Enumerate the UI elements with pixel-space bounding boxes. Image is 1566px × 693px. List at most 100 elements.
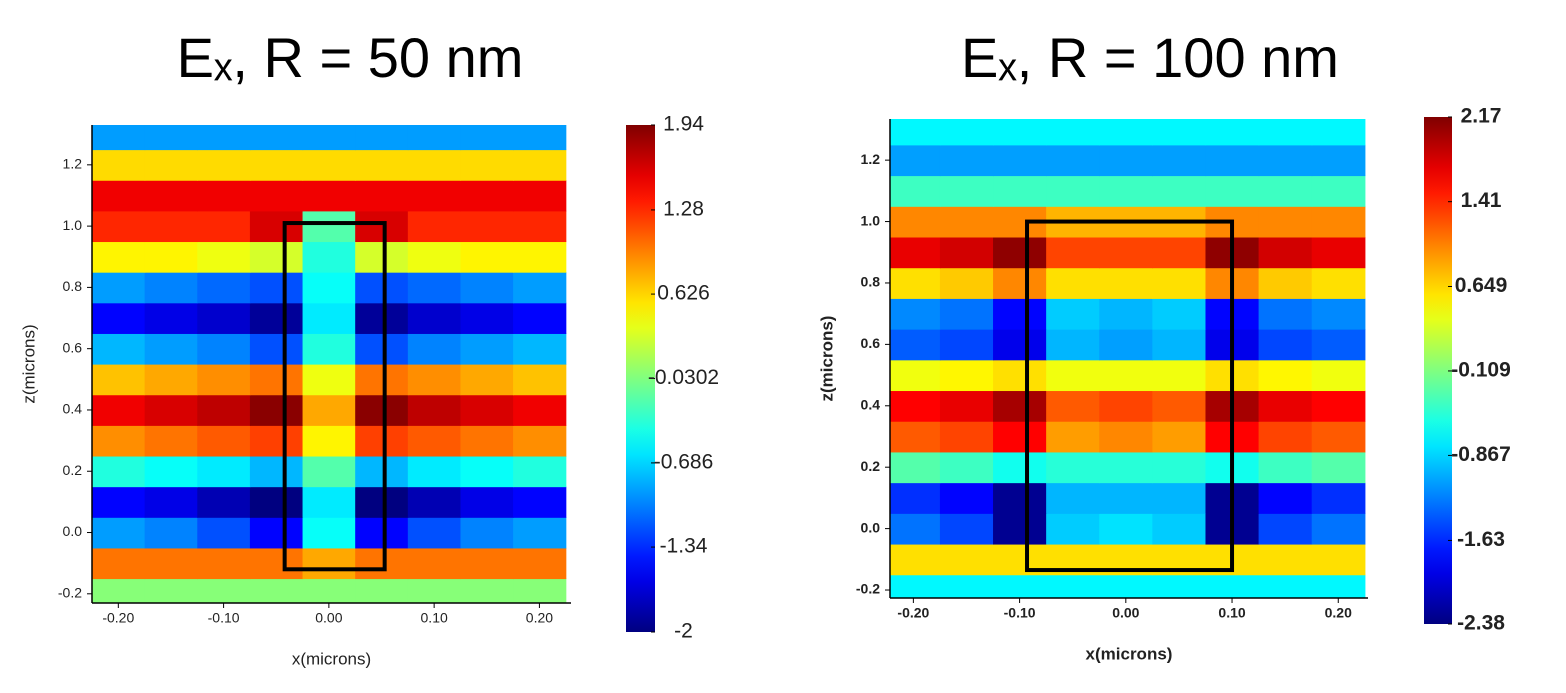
heatmap-cell <box>1205 175 1260 207</box>
heatmap-cell <box>355 578 409 603</box>
heatmap-cell <box>355 425 409 457</box>
heatmap-cell <box>890 543 941 576</box>
heatmap-cell <box>144 455 198 488</box>
heatmap-cell <box>513 210 567 243</box>
heatmap-cell <box>92 180 146 212</box>
heatmap-cell <box>1046 329 1100 361</box>
colorbar <box>1424 117 1452 624</box>
heatmap-cell <box>993 574 1047 598</box>
heatmap-cell <box>302 302 356 334</box>
heatmap-cell <box>1152 513 1207 545</box>
colorbar-tick-label: -2 <box>674 620 693 643</box>
heatmap-cell <box>249 394 304 426</box>
heatmap-cell <box>407 455 462 488</box>
heatmap-cell <box>890 267 941 299</box>
heatmap-cell <box>407 210 462 243</box>
y-tick-label: 0.4 <box>63 401 83 417</box>
heatmap-cell <box>993 236 1047 269</box>
heatmap-cell <box>249 547 304 580</box>
heatmap-cell <box>460 547 514 580</box>
heatmap-cell <box>144 578 198 603</box>
heatmap-cell <box>1258 119 1313 146</box>
y-tick-label: -0.2 <box>58 585 82 601</box>
heatmap-cell <box>939 513 994 545</box>
heatmap-cell <box>939 543 994 576</box>
heatmap-cell <box>1046 119 1100 146</box>
heatmap <box>890 119 1366 598</box>
heatmap-cell <box>1099 359 1153 392</box>
heatmap-cell <box>197 425 251 457</box>
heatmap-cell <box>1046 574 1100 598</box>
heatmap-cell <box>1258 482 1313 514</box>
heatmap-cell <box>249 364 304 396</box>
x-tick-label: -0.20 <box>102 610 134 626</box>
heatmap-cell <box>302 272 356 304</box>
heatmap-cell <box>513 241 567 273</box>
heatmap-cell <box>144 180 198 212</box>
heatmap-cell <box>144 333 198 365</box>
colorbar-tick-label: -0.109 <box>1451 358 1511 381</box>
heatmap-cell <box>355 180 409 212</box>
heatmap-cell <box>249 241 304 273</box>
heatmap-cell <box>513 180 567 212</box>
heatmap-cell <box>1311 543 1366 576</box>
heatmap-cell <box>460 578 514 603</box>
heatmap-cell <box>92 125 146 151</box>
heatmap-cell <box>302 455 356 488</box>
heatmap-cell <box>1311 482 1366 514</box>
heatmap-cell <box>1311 206 1366 238</box>
heatmap-cell <box>513 272 567 304</box>
heatmap-cell <box>92 210 146 243</box>
heatmap-cell <box>144 241 198 273</box>
y-tick-label: 0.2 <box>861 458 881 474</box>
heatmap-cell <box>1099 390 1153 422</box>
heatmap-cell <box>1046 359 1100 392</box>
heatmap-cell <box>144 302 198 334</box>
heatmap-cell <box>197 180 251 212</box>
x-tick-label: 0.20 <box>526 610 553 626</box>
heatmap-cell <box>407 125 462 151</box>
heatmap-cell <box>355 486 409 518</box>
heatmap-cell <box>939 482 994 514</box>
heatmap-cell <box>302 578 356 603</box>
heatmap-cell <box>144 425 198 457</box>
heatmap-cell <box>302 333 356 365</box>
heatmap-cell <box>1258 144 1313 177</box>
heatmap-cell <box>1311 144 1366 177</box>
heatmap-cell <box>1311 574 1366 598</box>
heatmap-cell <box>407 547 462 580</box>
heatmap-cell <box>890 513 941 545</box>
heatmap-cell <box>355 241 409 273</box>
heatmap-cell <box>197 210 251 243</box>
heatmap-cell <box>1152 421 1207 453</box>
y-tick-label: 1.0 <box>63 217 83 233</box>
heatmap-cell <box>1258 298 1313 330</box>
heatmap-cell <box>1258 359 1313 392</box>
colorbar <box>626 125 655 632</box>
heatmap-cell <box>1046 513 1100 545</box>
heatmap-cell <box>890 421 941 453</box>
heatmap-cell <box>302 547 356 580</box>
heatmap-cell <box>302 180 356 212</box>
heatmap-cell <box>1099 298 1153 330</box>
heatmap-cell <box>197 455 251 488</box>
heatmap-cell <box>92 241 146 273</box>
heatmap-cell <box>993 267 1047 299</box>
heatmap-cell <box>197 547 251 580</box>
heatmap-cell <box>939 267 994 299</box>
heatmap-cell <box>939 175 994 207</box>
heatmap-cell <box>1152 329 1207 361</box>
heatmap-cell <box>355 455 409 488</box>
chart-title: Eₓ, R = 100 nm <box>961 26 1339 89</box>
heatmap-cell <box>355 333 409 365</box>
heatmap-cell <box>1099 421 1153 453</box>
heatmap-cell <box>302 425 356 457</box>
heatmap-cell <box>513 302 567 334</box>
heatmap-cell <box>1311 175 1366 207</box>
heatmap-cell <box>460 517 514 549</box>
heatmap-cell <box>993 329 1047 361</box>
heatmap-cell <box>249 333 304 365</box>
colorbar-tick-label: 2.17 <box>1461 105 1502 128</box>
heatmap-cell <box>460 394 514 426</box>
